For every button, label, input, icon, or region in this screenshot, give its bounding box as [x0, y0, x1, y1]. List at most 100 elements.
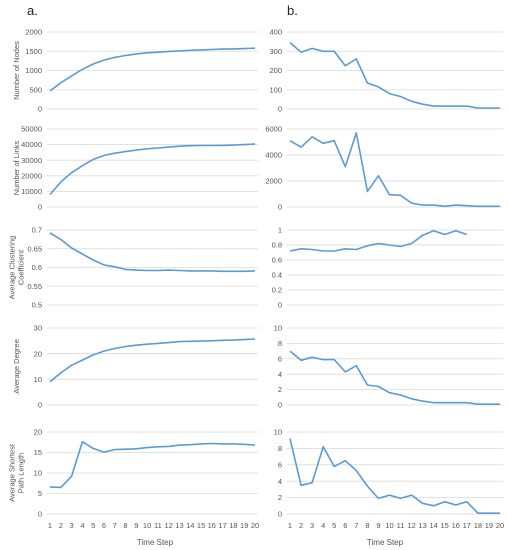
y-tick-label: 0.6 [32, 263, 42, 272]
y-tick-label: 5 [38, 489, 42, 498]
x-tick-label: 20 [251, 521, 259, 530]
x-tick-label: 13 [175, 521, 183, 530]
y-tick-label: 0 [278, 105, 282, 114]
x-tick-label: 5 [332, 521, 336, 530]
y-tick-label: 8 [278, 339, 282, 348]
x-tick-label: 4 [321, 521, 325, 530]
y-tick-label: 0 [278, 203, 282, 212]
chart-4-b: 0 2000 4000 6000 [265, 125, 503, 212]
series-line [49, 440, 256, 489]
y-tick-label: 0 [278, 301, 282, 310]
x-tick-label: 19 [485, 521, 493, 530]
x-tick-label: 1 [48, 521, 52, 530]
chart-1-a: 0 500 1000 1500 2000 Number of Nodes [12, 28, 258, 114]
series-line [49, 232, 256, 273]
y-tick-label: 0.5 [32, 301, 42, 310]
y-tick-label: 30000 [21, 156, 42, 165]
x-tick-label: 9 [376, 521, 380, 530]
y-tick-label: 50000 [21, 125, 42, 134]
x-axis-title-b: Time Step [367, 538, 404, 547]
y-tick-label: 15 [34, 448, 42, 457]
x-tick-label: 13 [418, 521, 426, 530]
y-tick-label: 10000 [21, 187, 42, 196]
x-tick-label: 17 [463, 521, 471, 530]
y-tick-label: 6 [278, 354, 282, 363]
y-tick-label: 1000 [25, 66, 42, 75]
chart-7-a: 0 10 20 30 Average Degree [12, 324, 258, 410]
y-tick-label: 1 [278, 226, 282, 235]
x-tick-label: 18 [229, 521, 237, 530]
x-tick-label: 8 [365, 521, 369, 530]
y-tick-label: 400 [269, 28, 282, 37]
x-tick-label: 15 [441, 521, 449, 530]
y-tick-label: 10 [34, 469, 42, 478]
x-axis-title-a: Time Step [137, 538, 174, 547]
series-line [49, 338, 256, 383]
y-tick-label: 0.7 [32, 226, 42, 235]
y-tick-label: 2000 [25, 28, 42, 37]
y-tick-label: 6000 [265, 125, 282, 134]
y-tick-label: 0 [278, 401, 282, 410]
x-tick-label: 20 [496, 521, 504, 530]
y-tick-label: 500 [29, 85, 42, 94]
x-tick-label: 10 [385, 521, 393, 530]
x-tick-label: 5 [91, 521, 95, 530]
y-tick-label: 4 [278, 370, 282, 379]
y-tick-label: 0.2 [272, 286, 282, 295]
x-tick-label: 4 [80, 521, 84, 530]
y-tick-label: 4 [278, 477, 282, 486]
y-axis-label: Number of Links [12, 140, 21, 195]
x-tick-label: 11 [154, 521, 162, 530]
x-tick-label: 6 [102, 521, 106, 530]
x-tick-label: 6 [343, 521, 347, 530]
y-axis-label: Number of Nodes [12, 41, 21, 100]
y-axis-label: Average Degree [12, 339, 21, 393]
y-tick-label: 2 [278, 493, 282, 502]
y-tick-label: 0.4 [272, 271, 282, 280]
x-tick-label: 11 [397, 521, 405, 530]
y-tick-label: 0.8 [272, 241, 282, 250]
chart-5-a: 0.5 0.55 0.6 0.65 0.7 Average Clustering Coeff… [8, 226, 258, 310]
chart-8-b: 0 2 4 6 8 10 [274, 324, 503, 410]
y-tick-label: 300 [269, 47, 282, 56]
y-tick-label: 0.55 [27, 282, 42, 291]
y-tick-label: 2 [278, 385, 282, 394]
x-tick-label: 8 [123, 521, 127, 530]
series-line [289, 230, 468, 252]
x-tick-label: 10 [143, 521, 151, 530]
series-line [49, 47, 256, 92]
x-tick-label: 7 [113, 521, 117, 530]
chart-9-a: 0 5 10 15 20 Average Shortest Path Length [8, 428, 258, 519]
x-tick-label: 3 [70, 521, 74, 530]
y-tick-label: 10 [34, 375, 42, 384]
y-axis-label: Coefficient [17, 249, 26, 285]
series-line [289, 132, 500, 208]
y-tick-label: 0 [38, 203, 42, 212]
chart-2-b: 0 100 200 300 400 [269, 28, 503, 114]
x-tick-label: 7 [354, 521, 358, 530]
y-tick-label: 0 [278, 510, 282, 519]
chart-10-b: 0 2 4 6 8 10 [274, 428, 503, 519]
series-line [289, 41, 500, 109]
x-tick-label: 9 [134, 521, 138, 530]
x-tick-label: 2 [299, 521, 303, 530]
y-tick-label: 0 [38, 401, 42, 410]
panel-label-a: a. [27, 3, 38, 18]
y-tick-label: 8 [278, 444, 282, 453]
x-tick-label: 2 [59, 521, 63, 530]
x-tick-label: 16 [452, 521, 460, 530]
x-tick-label: 3 [310, 521, 314, 530]
x-tick-label: 14 [430, 521, 438, 530]
x-tick-label: 18 [474, 521, 482, 530]
y-axis-label: Average Clustering [8, 236, 17, 300]
y-tick-label: 0.65 [27, 244, 42, 253]
x-tick-label: 19 [240, 521, 248, 530]
x-tick-label: 12 [407, 521, 415, 530]
x-tick-label: 1 [288, 521, 292, 530]
y-tick-label: 200 [269, 66, 282, 75]
series-line [289, 350, 500, 406]
y-tick-label: 40000 [21, 140, 42, 149]
y-tick-label: 10 [274, 428, 282, 437]
